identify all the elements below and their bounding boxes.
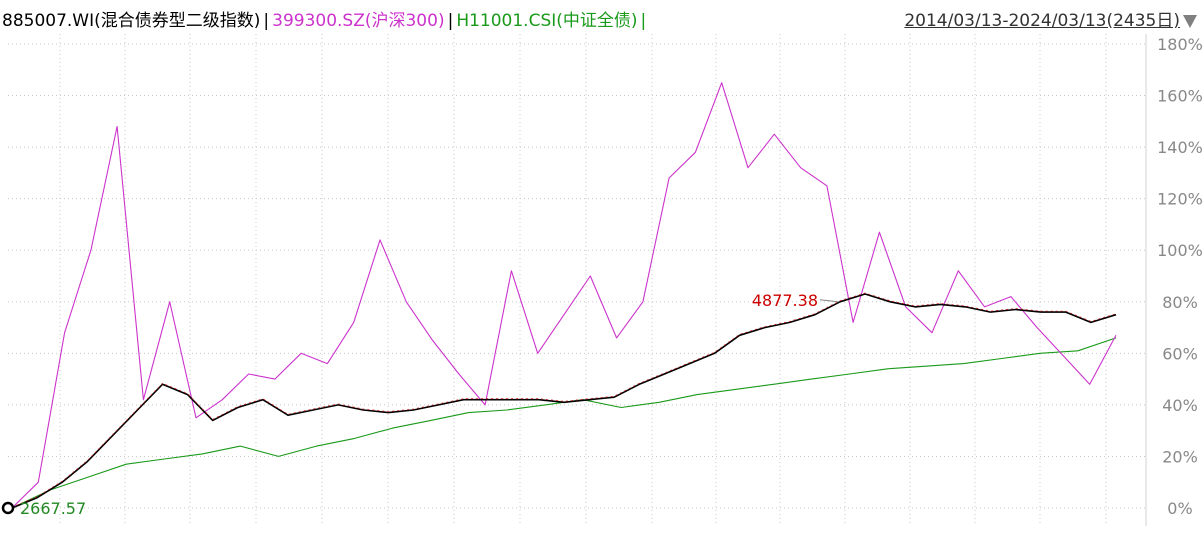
legend-separator: |	[263, 11, 270, 31]
series-line	[11, 293, 1117, 509]
legend-separator: |	[640, 11, 647, 31]
y-axis-ticks: 0% 20% 40% 60% 80% 100% 120% 140% 160% 180%	[1157, 35, 1203, 518]
y-tick-label: 60%	[1162, 344, 1198, 363]
legend-series-h11001[interactable]: H11001.CSI(中证全债)	[456, 11, 638, 31]
annotation-leader	[819, 299, 839, 303]
origin-marker	[1, 501, 15, 515]
series-line	[11, 82, 1117, 509]
y-tick-label: 0%	[1167, 499, 1192, 518]
series-line	[11, 337, 1117, 509]
legend-series-885007[interactable]: 885007.WI(混合债券型二级指数)	[2, 11, 261, 31]
legend-series-399300[interactable]: 399300.SZ(沪深300)	[272, 11, 445, 31]
triangle-down-icon[interactable]	[1183, 15, 1197, 28]
grid-vertical	[59, 34, 1107, 526]
y-tick-label: 140%	[1157, 138, 1203, 157]
y-tick-label: 180%	[1157, 35, 1203, 54]
date-range-selector[interactable]: 2014/03/13-2024/03/13(2435日)	[904, 6, 1197, 31]
chart-header: 885007.WI(混合债券型二级指数) | 399300.SZ(沪深300) | H1…	[0, 0, 1203, 32]
series-line-overlay	[11, 292, 1117, 508]
legend-separator: |	[447, 11, 454, 31]
annotation-label: 4877.38	[752, 291, 818, 310]
series-lines	[11, 82, 1117, 509]
grid-horizontal	[8, 34, 1147, 526]
y-tick-label: 100%	[1157, 241, 1203, 260]
y-tick-label: 40%	[1162, 396, 1198, 415]
y-tick-label: 20%	[1162, 447, 1198, 466]
date-range-label[interactable]: 2014/03/13-2024/03/13(2435日)	[904, 11, 1180, 31]
origin-circle	[1, 501, 15, 515]
annotation-label: 2667.57	[20, 499, 86, 518]
legend: 885007.WI(混合债券型二级指数) | 399300.SZ(沪深300) | H1…	[2, 6, 649, 31]
annotations: 4877.38 2667.57	[20, 291, 839, 518]
y-tick-label: 160%	[1157, 87, 1203, 106]
y-tick-label: 80%	[1162, 293, 1198, 312]
y-tick-label: 120%	[1157, 190, 1203, 209]
